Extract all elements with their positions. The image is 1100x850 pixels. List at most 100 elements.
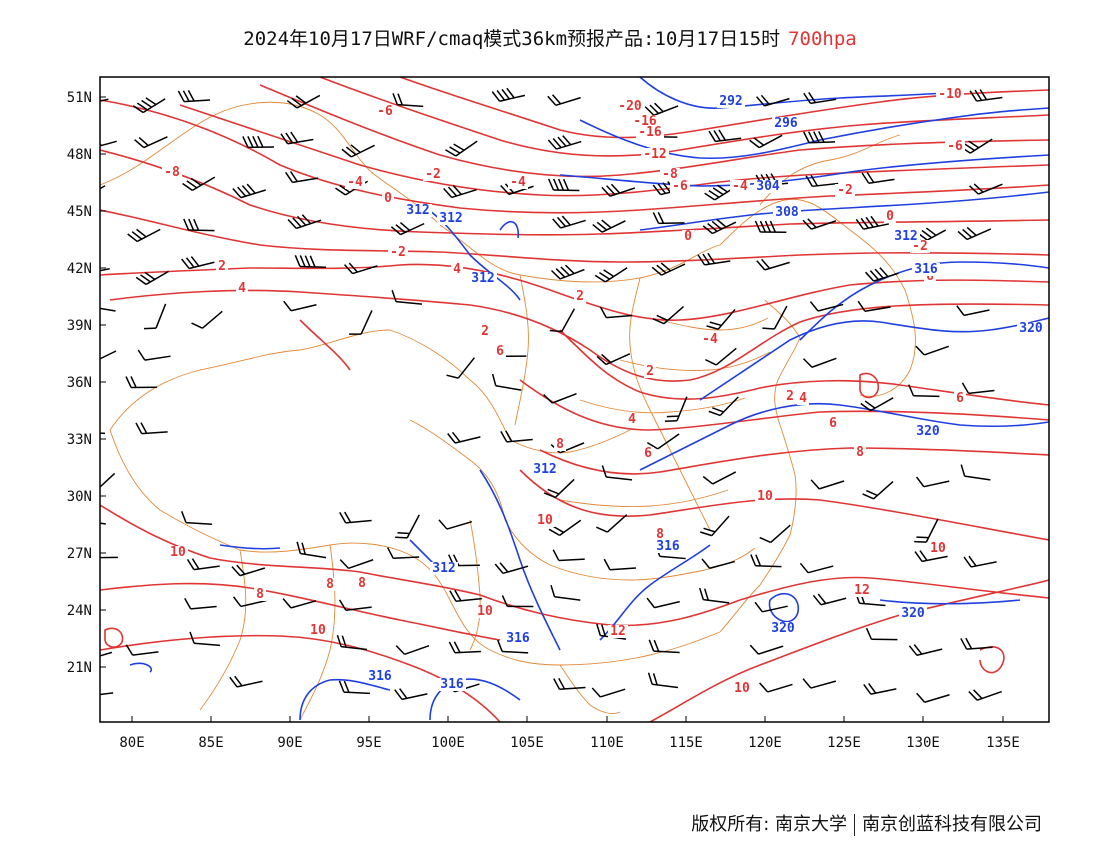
wind-barb xyxy=(550,264,585,280)
wind-barb xyxy=(282,598,317,609)
wind-barb xyxy=(960,464,991,481)
wind-barb xyxy=(134,136,168,149)
contour-label-bg xyxy=(162,166,182,179)
wind-barb xyxy=(125,376,158,389)
wind-barb xyxy=(648,639,680,654)
contour-label-bg xyxy=(494,345,506,358)
wind-barb xyxy=(968,689,1002,701)
wind-barb xyxy=(286,94,321,109)
contour-label-bg xyxy=(852,584,872,597)
temperature-label: 6 xyxy=(829,416,837,431)
lon-label: 85E xyxy=(198,735,223,751)
wind-barb xyxy=(969,183,1003,195)
lat-label: 24N xyxy=(67,603,92,619)
contour-label-bg xyxy=(438,678,466,691)
wind-barb xyxy=(702,471,737,485)
contour-label-bg xyxy=(910,240,930,253)
wind-barb xyxy=(137,349,171,361)
wind-barb xyxy=(189,631,221,647)
wind-barb xyxy=(549,308,576,333)
wind-barb xyxy=(184,597,217,610)
contour-label-bg xyxy=(884,210,896,223)
contour-label-bg xyxy=(899,607,927,620)
wind-barb xyxy=(552,549,585,562)
temperature-label: 12 xyxy=(854,583,870,598)
wind-barb xyxy=(491,373,522,391)
contour-label-bg xyxy=(388,246,408,259)
wind-barb xyxy=(135,270,169,286)
contour-label-bg xyxy=(769,622,797,635)
temperature-label: 10 xyxy=(930,541,946,556)
wind-barb xyxy=(759,682,793,693)
title-main: 2024年10月17日WRF/cmaq模式36km预报产品:10月17日15时 xyxy=(243,28,781,50)
wind-barb xyxy=(338,599,372,611)
temperature-label: -16 xyxy=(638,125,662,140)
wind-barb xyxy=(391,290,423,305)
contour-label-bg xyxy=(835,184,855,197)
wind-barb xyxy=(957,226,992,241)
wind-barb xyxy=(296,541,327,559)
geopotential-label: 312 xyxy=(471,271,494,286)
wind-barb xyxy=(803,92,837,105)
contour-label-bg xyxy=(216,260,228,273)
wind-barb xyxy=(810,479,845,490)
wind-barb xyxy=(395,644,430,656)
lon-label: 100E xyxy=(431,735,465,751)
wind-barb xyxy=(708,396,739,417)
geopotential-labels: 292 296 304 308 312 312 312 312 316 320 312 312 320 3… xyxy=(366,94,1045,692)
lat-label: 21N xyxy=(67,660,92,676)
contour-label-bg xyxy=(654,540,682,553)
wind-barb xyxy=(799,562,834,574)
wind-barb xyxy=(855,215,890,230)
wind-barb xyxy=(647,672,679,689)
temperature-label: -16 xyxy=(633,114,657,129)
temperature-label: -4 xyxy=(347,175,363,190)
contour-label-bg xyxy=(626,413,638,426)
wind-barb xyxy=(100,472,116,492)
temperature-label: 8 xyxy=(326,577,334,592)
contour-label-bg xyxy=(345,176,365,189)
map-frame-bg xyxy=(100,77,1049,722)
temperature-isotherms xyxy=(100,77,1049,722)
wind-barb xyxy=(100,519,106,525)
temperature-label: 2 xyxy=(481,324,489,339)
contour-label-bg xyxy=(945,140,965,153)
contour-label-bg xyxy=(1017,322,1045,335)
geopotential-label: 308 xyxy=(775,205,799,220)
contour-label-bg xyxy=(784,390,796,403)
temperature-label: -2 xyxy=(390,245,406,260)
wind-barb xyxy=(552,215,586,229)
wind-barb xyxy=(446,357,475,379)
contour-label-bg xyxy=(772,117,800,130)
wind-barb xyxy=(699,515,730,537)
lat-label: 39N xyxy=(67,318,92,334)
wind-barb xyxy=(127,228,161,243)
wind-barb xyxy=(443,184,477,199)
lon-label: 125E xyxy=(827,735,861,751)
wind-barb xyxy=(646,597,680,609)
contour-label-bg xyxy=(892,230,920,243)
wind-barb xyxy=(865,627,898,641)
temperature-label: -6 xyxy=(377,104,393,119)
temperature-labels: -20-16-16-12-8-6-10-6-8-4 -4 -4-20-6-20-20… xyxy=(162,87,966,696)
contour-label-bg xyxy=(308,624,328,637)
wind-barb xyxy=(548,519,582,536)
contour-label-bg xyxy=(479,325,491,338)
contour-label-bg xyxy=(616,100,644,113)
temperature-label: -2 xyxy=(837,183,853,198)
wind-barb xyxy=(857,300,891,312)
temperature-label: -4 xyxy=(510,175,526,190)
wind-barb xyxy=(803,131,836,144)
wind-barb xyxy=(805,174,839,188)
wind-barb xyxy=(386,547,420,560)
contour-label-bg xyxy=(451,263,463,276)
wind-barb xyxy=(963,555,997,568)
wind-barb xyxy=(802,218,837,230)
temperature-label: 8 xyxy=(656,527,664,542)
lat-label: 42N xyxy=(67,261,92,277)
wind-barb xyxy=(135,422,168,435)
geopotential-label: 320 xyxy=(771,621,795,636)
temperature-label: -6 xyxy=(672,179,688,194)
wind-barb xyxy=(960,637,993,650)
